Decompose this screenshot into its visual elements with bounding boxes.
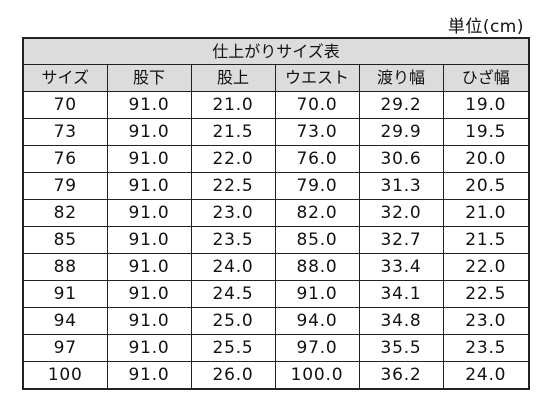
cell-knee-width: 21.0 [442,199,530,227]
cell-knee-width: 20.5 [442,172,530,200]
cell-thigh-width: 33.4 [358,253,444,281]
cell-inseam: 91.0 [106,280,192,308]
cell-rise: 22.0 [190,145,276,173]
cell-rise: 23.0 [190,199,276,227]
cell-knee-width: 22.0 [442,253,530,281]
cell-waist: 79.0 [274,172,360,200]
cell-waist: 76.0 [274,145,360,173]
cell-thigh-width: 32.7 [358,226,444,254]
table-row: 97 91.0 25.5 97.0 35.5 23.5 [22,334,530,362]
cell-size: 94 [22,307,108,335]
cell-knee-width: 19.0 [442,91,530,119]
cell-thigh-width: 32.0 [358,199,444,227]
cell-inseam: 91.0 [106,91,192,119]
cell-inseam: 91.0 [106,307,192,335]
cell-inseam: 91.0 [106,172,192,200]
cell-waist: 100.0 [274,361,360,390]
table-row: 88 91.0 24.0 88.0 33.4 22.0 [22,253,530,281]
cell-knee-width: 20.0 [442,145,530,173]
table-row: 73 91.0 21.5 73.0 29.9 19.5 [22,118,530,146]
table-row: 76 91.0 22.0 76.0 30.6 20.0 [22,145,530,173]
cell-rise: 24.0 [190,253,276,281]
table-row: 79 91.0 22.5 79.0 31.3 20.5 [22,172,530,200]
cell-knee-width: 24.0 [442,361,530,390]
table-header-row: サイズ 股下 股上 ウエスト 渡り幅 ひざ幅 [22,64,530,92]
cell-inseam: 91.0 [106,199,192,227]
cell-inseam: 91.0 [106,226,192,254]
cell-inseam: 91.0 [106,253,192,281]
header-knee-width: ひざ幅 [442,64,530,92]
cell-size: 88 [22,253,108,281]
unit-label: 単位(cm) [447,17,524,37]
cell-waist: 73.0 [274,118,360,146]
cell-thigh-width: 30.6 [358,145,444,173]
cell-size: 76 [22,145,108,173]
cell-rise: 21.0 [190,91,276,119]
cell-inseam: 91.0 [106,334,192,362]
cell-thigh-width: 29.2 [358,91,444,119]
cell-thigh-width: 36.2 [358,361,444,390]
cell-thigh-width: 35.5 [358,334,444,362]
table-title-row: 仕上がりサイズ表 [22,37,530,65]
cell-rise: 26.0 [190,361,276,390]
cell-size: 85 [22,226,108,254]
cell-rise: 23.5 [190,226,276,254]
cell-waist: 85.0 [274,226,360,254]
cell-rise: 24.5 [190,280,276,308]
cell-rise: 25.5 [190,334,276,362]
size-chart-table: 仕上がりサイズ表 サイズ 股下 股上 ウエスト 渡り幅 ひざ幅 70 91.0 21… [22,37,531,390]
cell-size: 79 [22,172,108,200]
cell-rise: 21.5 [190,118,276,146]
table-row: 94 91.0 25.0 94.0 34.8 23.0 [22,307,530,335]
cell-waist: 82.0 [274,199,360,227]
cell-size: 97 [22,334,108,362]
table-row: 70 91.0 21.0 70.0 29.2 19.0 [22,91,530,119]
table-row: 91 91.0 24.5 91.0 34.1 22.5 [22,280,530,308]
header-waist: ウエスト [274,64,360,92]
cell-waist: 70.0 [274,91,360,119]
header-inseam: 股下 [106,64,192,92]
cell-size: 73 [22,118,108,146]
cell-size: 91 [22,280,108,308]
cell-waist: 91.0 [274,280,360,308]
cell-thigh-width: 34.8 [358,307,444,335]
table-row: 82 91.0 23.0 82.0 32.0 21.0 [22,199,530,227]
table-title: 仕上がりサイズ表 [22,37,530,65]
table-row: 100 91.0 26.0 100.0 36.2 24.0 [22,361,530,390]
cell-thigh-width: 34.1 [358,280,444,308]
cell-size: 82 [22,199,108,227]
cell-knee-width: 23.0 [442,307,530,335]
cell-rise: 22.5 [190,172,276,200]
cell-inseam: 91.0 [106,118,192,146]
cell-rise: 25.0 [190,307,276,335]
cell-inseam: 91.0 [106,145,192,173]
cell-thigh-width: 31.3 [358,172,444,200]
cell-knee-width: 23.5 [442,334,530,362]
header-rise: 股上 [190,64,276,92]
cell-waist: 97.0 [274,334,360,362]
cell-knee-width: 22.5 [442,280,530,308]
cell-knee-width: 19.5 [442,118,530,146]
cell-inseam: 91.0 [106,361,192,390]
header-size: サイズ [22,64,108,92]
header-thigh-width: 渡り幅 [358,64,444,92]
cell-waist: 94.0 [274,307,360,335]
table-row: 85 91.0 23.5 85.0 32.7 21.5 [22,226,530,254]
cell-knee-width: 21.5 [442,226,530,254]
cell-size: 100 [22,361,108,390]
cell-size: 70 [22,91,108,119]
cell-waist: 88.0 [274,253,360,281]
cell-thigh-width: 29.9 [358,118,444,146]
